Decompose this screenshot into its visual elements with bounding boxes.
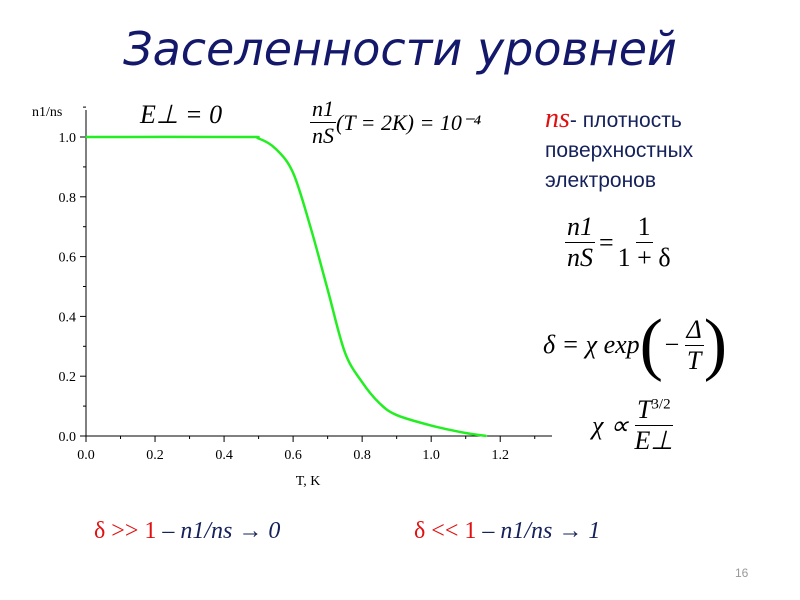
data-point [395, 414, 398, 416]
f1-eq: = [599, 227, 614, 257]
f1-rnum: 1 [635, 212, 653, 243]
data-point [85, 136, 87, 138]
f3-num: T [636, 395, 652, 424]
f2-den: T [686, 345, 702, 375]
x-axis-label: T, K [296, 474, 321, 489]
x-tick-label: 0.0 [77, 448, 95, 463]
data-point [361, 381, 363, 383]
ratio-rest: (T = 2K) = 10⁻⁴ [336, 109, 482, 135]
data-point [275, 148, 277, 150]
f3-den: E⊥ [634, 426, 674, 455]
f2-lhs: δ = χ exp [543, 330, 640, 359]
slide-title: Заселенности уровней [123, 22, 677, 76]
f2-minus: − [662, 330, 681, 359]
bottom-right-note: δ << 1 – n1/ns → 1 [414, 518, 600, 545]
y-tick-label: 0.6 [59, 251, 77, 266]
x-tick-label: 0.8 [353, 448, 371, 463]
formula-chi: χ ∝ T3/2 E⊥ [592, 395, 673, 456]
data-point [326, 288, 329, 291]
data-point [464, 432, 467, 434]
page-number: 16 [735, 566, 749, 580]
bl-blue: – n1/ns → 0 [156, 518, 281, 544]
data-point [430, 424, 432, 427]
br-blue: – n1/ns → 1 [476, 518, 601, 544]
f3-lhs: χ ∝ [592, 410, 629, 440]
x-tick-label: 1.2 [491, 448, 509, 463]
y-tick-label: 0.0 [59, 430, 77, 445]
y-tick-label: 0.8 [59, 191, 77, 206]
ns-desc: - плотность [569, 109, 682, 132]
data-point [344, 351, 346, 354]
ns-description: ns- плотность поверхностных электронов [545, 104, 693, 196]
data-point [240, 136, 243, 138]
bottom-left-note: δ >> 1 – n1/ns → 0 [94, 518, 280, 545]
x-tick-label: 0.6 [284, 448, 302, 463]
y-tick-label: 1.0 [59, 131, 77, 146]
f1-den: nS [567, 243, 593, 272]
data-point [378, 402, 381, 404]
ratio-num: n1 [310, 96, 336, 123]
ratio-annotation: n1 nS (T = 2K) = 10⁻⁴ [310, 96, 481, 149]
y-tick-label: 0.4 [59, 310, 77, 325]
y-axis-label: n1/ns [32, 105, 62, 120]
data-point [292, 172, 294, 174]
f1-rden: 1 + δ [617, 243, 671, 272]
br-red: δ << 1 [414, 518, 477, 544]
x-tick-label: 1.0 [422, 448, 440, 463]
f1-num: n1 [565, 212, 595, 243]
bl-red: δ >> 1 [94, 518, 157, 544]
e-perp-label: E⊥ = 0 [140, 100, 223, 129]
ns-desc2: поверхностных [545, 139, 694, 162]
data-point [257, 137, 260, 140]
f3-exp: 3/2 [651, 396, 671, 413]
ratio-den: nS [312, 123, 334, 148]
y-tick-label: 0.2 [59, 370, 77, 385]
f2-num: Δ [684, 314, 704, 346]
data-point [485, 435, 488, 437]
ns-symbol: ns [545, 103, 570, 134]
x-tick-label: 0.4 [215, 448, 233, 463]
x-tick-label: 0.2 [146, 448, 164, 463]
data-point [309, 225, 312, 228]
ns-desc3: электронов [545, 169, 657, 192]
data-series-line [85, 135, 487, 438]
